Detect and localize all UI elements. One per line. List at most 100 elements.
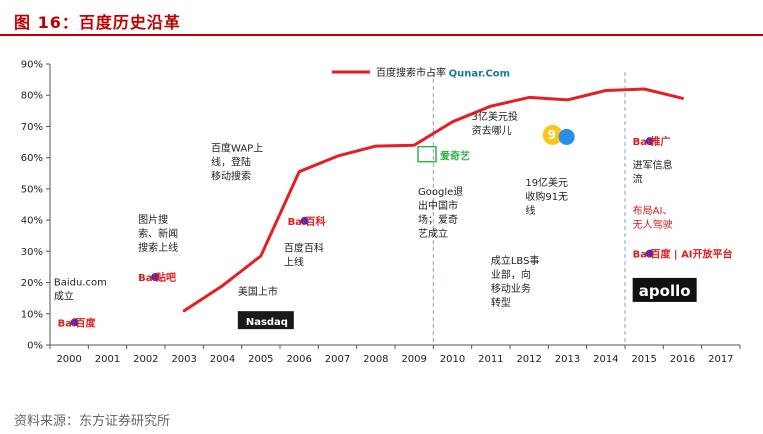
baidu-tieba-logo-text: Bai贴吧 [138,271,176,284]
annotation-line: 索、新闻 [138,227,178,240]
x-tick-label: 2015 [631,354,656,365]
annotation-line: 收购91无 [525,190,568,203]
event-annotation: 布局AI、无人驾驶 [633,205,673,231]
figure-title: 图 16：百度历史沿革 [14,13,181,32]
x-tick-label: 2014 [593,354,618,365]
x-tick-label: 2002 [133,354,158,365]
baidu-paw-icon [70,318,79,327]
annotation-line: 资去哪儿 [472,125,512,137]
baidu-logo-text: Bai百度 [58,316,97,329]
event-annotation: Baidu.com 成立 [54,278,107,303]
apollo-logo-text: apollo [639,282,691,300]
annotation-layer: Baidu.com 成立图片搜索、新闻搜索上线百度WAP上线，登陆移动搜索百度百科… [54,110,673,309]
series-layer [182,87,684,313]
event-annotation: Google退出中国市场；爱奇艺成立 [418,186,463,240]
baidu-paw-icon [300,216,309,225]
annotation-line: 美国上市 [238,285,278,298]
nasdaq-logo-bg [237,311,294,330]
legend-label: 百度搜索市占率 [376,66,446,79]
baidu-paw-icon [645,137,654,146]
baidu-tieba-logo: Bai贴吧 [138,271,176,284]
x-tick-label: 2006 [286,354,311,365]
y-tick-label: 80% [21,91,43,102]
x-tick-label: 2011 [478,354,503,365]
iqiyi-logo-text: 爱奇艺 [440,150,470,163]
source-note: 资料来源：东方证券研究所 [14,414,171,429]
qunar-logo: Qunar.Com [449,68,510,79]
baidu-baike-logo: Bai百科 [288,215,326,228]
annotation-line: 3亿美元投 [472,110,518,123]
annotation-line: 场；爱奇 [418,213,458,226]
annotation-line: 成立 [54,290,74,303]
annotation-line: 进军信息 [633,159,673,172]
iqiyi-logo: 爱奇艺 [417,145,470,163]
qunar-logo-text: Qunar.Com [449,68,510,79]
event-annotation: 百度WAP上线，登陆移动搜索 [211,141,263,182]
annotation-line: 移动业务 [491,282,531,295]
annotation-line: 艺成立 [418,227,448,240]
x-tick-label: 2013 [555,354,580,365]
nasdaq-logo-text: Nasdaq [246,317,288,328]
baidu-91-logo-circle [542,124,563,145]
annotation-line: 图片搜 [138,213,168,226]
event-annotation: 百度百科上线 [284,241,324,268]
market-share-line [182,87,684,313]
y-tick-label: 10% [21,309,43,320]
y-tick-label: 90% [21,60,43,71]
annotation-line: 业部，向 [491,268,531,281]
annotation-line: 移动搜索 [211,169,251,182]
title-rule [0,34,763,36]
nasdaq-logo: Nasdaq [237,311,294,330]
x-tick-label: 2007 [325,354,350,365]
baidu-paw-icon [151,272,160,281]
baidu-baike-logo-text: Bai百科 [288,215,326,228]
annotation-line: 无人驾驶 [633,218,673,231]
y-tick-label: 40% [21,216,43,227]
legend: 百度搜索市占率 [332,66,446,79]
baidu-tuiguang-logo: Bai推广 [633,135,671,148]
x-tick-label: 2010 [440,354,465,365]
baidu-tuiguang-logo-text: Bai推广 [633,135,671,148]
annotation-line: 转型 [491,296,511,309]
annotation-line: 百度百科 [284,241,324,254]
event-annotation: 图片搜索、新闻搜索上线 [138,213,178,254]
event-annotation: 进军信息流 [633,159,673,186]
x-tick-label: 2016 [670,354,695,365]
annotation-line: Baidu.com [54,278,107,289]
x-tick-label: 2000 [56,354,81,365]
apollo-logo: apollo [632,277,697,302]
baidu-ai-logo-text: Bai百度 | AI开放平台 [633,248,733,261]
iqiyi-logo-box [417,145,437,163]
y-tick-label: 0% [27,341,43,352]
baidu-paw-icon [645,249,654,258]
annotation-line: 线，登陆 [211,155,251,168]
logo-layer: Bai百度 Bai贴吧 Bai百科 Nasdaq 爱奇艺 Qunar.Com 9 Bai推广 B… [58,68,733,329]
annotation-line: 上线 [284,255,304,268]
annotation-line: 流 [633,173,643,186]
baidu-91-logo-circle-2 [558,128,575,145]
event-annotation: 19亿美元收购91无线 [525,176,568,217]
annotation-line: 出中国市 [418,199,458,212]
axes-layer: 0% 10% 20% 30% 40% 50% 60% 70% 80% 90% 2000 2001 200… [21,60,741,365]
apollo-logo-bg [632,277,697,302]
y-tick-label: 30% [21,247,43,258]
annotation-line: 百度WAP上 [211,141,263,154]
annotation-line: 布局AI、 [633,205,673,217]
y-tick-label: 70% [21,122,43,133]
x-tick-label: 2005 [248,354,273,365]
x-tick-label: 2001 [95,354,120,365]
baidu-91-logo-text: 9 [548,128,556,142]
annotation-line: 成立LBS事 [491,254,540,267]
y-tick-label: 20% [21,278,43,289]
event-annotation: 美国上市 [238,285,278,298]
divider-layer [432,72,626,345]
event-annotation: 3亿美元投资去哪儿 [472,110,518,137]
y-tick-label: 50% [21,184,43,195]
x-tick-label: 2012 [516,354,541,365]
annotation-line: Google退 [418,186,463,198]
baidu-91-logo: 9 [542,124,575,145]
x-tick-label: 2004 [210,354,235,365]
annotation-line: 搜索上线 [138,241,178,254]
event-annotation: 成立LBS事业部，向移动业务转型 [491,254,540,309]
